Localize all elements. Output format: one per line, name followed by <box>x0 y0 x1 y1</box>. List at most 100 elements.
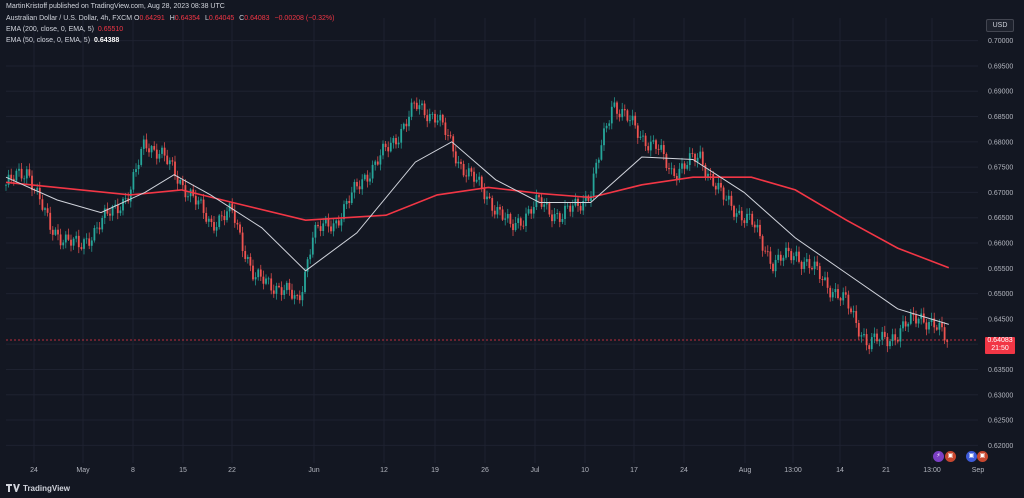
candle-body <box>257 269 260 278</box>
candle-body <box>889 341 891 347</box>
candle-body <box>428 114 431 122</box>
candle-body <box>486 196 488 200</box>
candle-body <box>431 113 434 115</box>
candle-body <box>623 108 626 111</box>
time-tick-label: 15 <box>179 467 187 474</box>
candle-body <box>36 187 39 191</box>
candle-body <box>509 213 512 224</box>
price-axis[interactable]: 0.70000 0.69500 0.69000 0.68500 0.68000 0.675… <box>988 38 1013 450</box>
flag-icon[interactable]: ▣ <box>977 451 988 462</box>
ohlc-values: O0.64291 H0.64354 L0.64045 C0.64083 <box>134 15 273 22</box>
candle-body <box>564 205 566 219</box>
candle-body <box>766 251 769 253</box>
price-tick-label: 0.67500 <box>988 165 1013 172</box>
candle-body <box>215 227 218 231</box>
candle-body <box>387 147 390 152</box>
time-axis[interactable]: 24 May 8 15 22 Jun 12 19 26 Jul 10 17 24 Aug 13:00 14 21… <box>30 467 984 474</box>
time-tick-label: 14 <box>836 467 844 474</box>
symbol-name[interactable]: Australian Dollar / U.S. Dollar, 4h, FXC… <box>6 15 133 22</box>
candle-body <box>569 205 572 212</box>
candle-body <box>660 145 663 150</box>
candle-body <box>213 222 215 231</box>
ema50-row[interactable]: EMA (50, close, 0, EMA, 5) 0.64388 <box>6 35 334 46</box>
candle-body <box>662 145 665 155</box>
ema200-row[interactable]: EMA (200, close, 0, EMA, 5) 0.65510 <box>6 24 334 35</box>
candle-body <box>405 123 408 127</box>
candle-body <box>49 212 52 230</box>
lightning-icon[interactable]: ⚡ <box>933 451 944 462</box>
candle-body <box>618 113 621 118</box>
candle-body <box>330 226 332 232</box>
candle-body <box>218 215 221 228</box>
candle-body <box>636 125 639 138</box>
candle-body <box>571 205 574 212</box>
candle-body <box>135 169 137 173</box>
candle-body <box>88 238 91 246</box>
candle-body <box>592 173 595 196</box>
candle-body <box>337 220 340 226</box>
candle-body <box>696 157 699 162</box>
candle-body <box>67 234 70 240</box>
candle-body <box>96 227 98 229</box>
candle-body <box>301 292 304 301</box>
candle-body <box>930 318 933 323</box>
candle-body <box>207 218 210 222</box>
candle-body <box>941 322 943 328</box>
candle-body <box>124 198 127 200</box>
candle-body <box>179 179 182 184</box>
candle-body <box>210 218 213 223</box>
time-tick-label: 12 <box>380 467 388 474</box>
candle-body <box>701 151 704 165</box>
candle-body <box>642 135 644 137</box>
candle-body <box>158 153 161 159</box>
candle-body <box>691 153 694 154</box>
candle-body <box>155 149 158 159</box>
candle-body <box>629 120 631 122</box>
candle-body <box>553 214 556 222</box>
candle-body <box>358 186 361 190</box>
candle-body <box>837 289 839 299</box>
price-tick-label: 0.62000 <box>988 443 1013 450</box>
candle-body <box>532 207 535 214</box>
candle-body <box>686 165 689 169</box>
candle-body <box>922 313 925 323</box>
candle-body <box>38 187 41 200</box>
candle-body <box>363 174 366 180</box>
candle-body <box>64 234 67 243</box>
candle-body <box>15 170 18 181</box>
candle-body <box>335 220 338 224</box>
candle-body <box>727 195 730 200</box>
ema50-line <box>5 141 949 325</box>
candle-body <box>735 213 738 217</box>
ohlc-value-o: 0.64291 <box>139 15 165 22</box>
candle-body <box>543 204 546 207</box>
candle-body <box>740 210 743 221</box>
currency-button[interactable]: USD <box>986 19 1014 32</box>
candle-body <box>912 313 915 316</box>
candle-body <box>639 136 642 138</box>
candle-body <box>800 261 803 270</box>
candle-body <box>306 259 309 272</box>
candle-body <box>852 311 855 313</box>
footer-bar <box>0 481 1024 498</box>
candle-body <box>795 251 798 257</box>
candle-body <box>496 207 499 215</box>
candle-body <box>558 213 561 222</box>
candle-body <box>655 140 657 149</box>
flag-group-icon[interactable]: ▣ <box>966 451 977 462</box>
candle-body <box>644 135 647 147</box>
candle-body <box>530 209 533 214</box>
price-tick-label: 0.66500 <box>988 215 1013 222</box>
candle-body <box>137 164 140 170</box>
chart-legend: Australian Dollar / U.S. Dollar, 4h, FXC… <box>6 13 334 46</box>
flag-icon[interactable]: ▣ <box>945 451 956 462</box>
time-tick-label: 21 <box>882 467 890 474</box>
candle-body <box>790 251 793 261</box>
candle-body <box>44 208 46 210</box>
time-tick-label: Sep <box>972 467 985 474</box>
candle-body <box>756 224 759 228</box>
tradingview-logo[interactable]: TradingView <box>6 484 70 493</box>
ema50-label: EMA (50, close, 0, EMA, 5) <box>6 37 91 44</box>
candle-body <box>590 195 592 201</box>
